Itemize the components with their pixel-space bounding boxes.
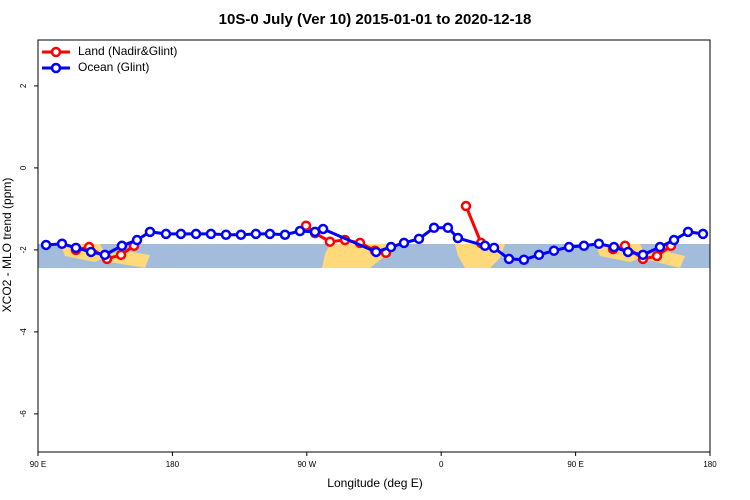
y-tick-label: -2 [19,246,28,254]
data-point [205,228,217,240]
data-point [370,246,382,258]
data-point [40,239,52,251]
data-point [479,240,491,252]
data-point [488,242,500,254]
data-point [428,222,440,234]
data-point [160,228,172,240]
y-tick-label: -4 [19,328,28,336]
legend-label: Ocean (Glint) [78,60,149,74]
data-point [56,238,68,249]
data-point [324,236,336,247]
data-point [279,229,291,240]
data-point [398,237,410,249]
data-point [385,241,397,253]
data-point [637,249,649,261]
y-tick-label: 0 [19,165,28,170]
x-axis-label: Longitude (deg E) [327,476,422,490]
data-point [144,226,156,238]
data-point [651,250,663,262]
chart-title: 10S-0 July (Ver 10) 2015-01-01 to 2020-1… [219,11,532,28]
legend-marker [50,62,62,74]
data-point [220,229,232,240]
data-point [294,225,306,237]
data-point [668,234,680,246]
y-axis-label: XCO2 - MLO trend (ppm) [0,178,14,313]
data-point [563,241,575,253]
data-point [503,253,515,265]
data-point [682,226,694,238]
data-point [264,228,276,240]
x-tick-label: 0 [439,460,444,469]
data-point [442,222,454,234]
data-point [413,233,425,245]
legend-marker [50,46,62,58]
data-point [317,223,329,235]
legend-label: Land (Nadir&Glint) [78,44,177,58]
series-line [464,205,483,244]
data-point [452,232,464,244]
y-tick-label: 2 [19,83,28,88]
data-point [250,228,262,240]
data-point [85,246,97,258]
data-point [460,200,472,212]
data-point [578,240,590,252]
data-point [300,220,312,231]
data-point [622,246,634,258]
data-point [131,234,143,246]
y-tick-label: -6 [19,410,28,418]
data-point [190,228,202,240]
data-point [548,245,560,256]
data-point [115,249,127,261]
data-point [70,242,82,254]
data-point [309,226,321,238]
data-point [175,228,187,240]
data-point [608,241,620,253]
data-point [518,254,530,265]
x-tick-label: 180 [166,460,180,469]
x-tick-label: 90 W [297,460,316,469]
data-point [697,228,709,240]
data-point [99,249,111,261]
plot-area [40,200,709,265]
data-point [533,249,545,261]
data-point [235,229,247,240]
x-tick-label: 90 E [30,460,46,469]
x-tick-label: 90 E [567,460,583,469]
plot-frame [37,39,711,453]
data-point [116,240,128,252]
x-tick-label: 180 [703,460,717,469]
data-point [654,241,666,253]
data-point [593,238,605,249]
